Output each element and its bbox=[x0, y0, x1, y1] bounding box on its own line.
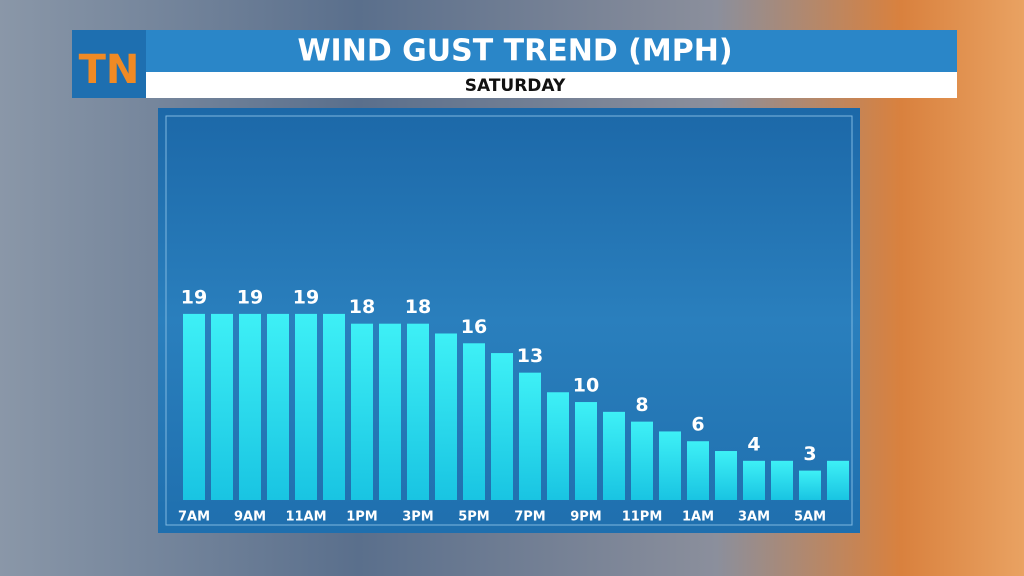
bar bbox=[379, 323, 401, 500]
bar bbox=[519, 372, 541, 500]
bar bbox=[239, 313, 261, 500]
value-label: 18 bbox=[349, 296, 375, 318]
subheader-bar bbox=[146, 72, 957, 98]
value-label: 4 bbox=[747, 433, 760, 455]
bar bbox=[491, 353, 513, 500]
plot-border bbox=[165, 115, 853, 526]
logo-box bbox=[72, 30, 146, 98]
x-tick-label: 3PM bbox=[402, 510, 434, 525]
bar bbox=[463, 343, 485, 500]
value-label: 19 bbox=[293, 286, 319, 308]
bar bbox=[407, 323, 429, 500]
bar bbox=[323, 313, 345, 500]
x-tick-label: 11PM bbox=[622, 510, 663, 525]
bar bbox=[715, 451, 737, 500]
chart-subtitle: SATURDAY bbox=[465, 76, 566, 96]
bar bbox=[631, 421, 653, 500]
x-tick-label: 5AM bbox=[794, 510, 826, 525]
x-tick-label: 9PM bbox=[570, 510, 602, 525]
x-tick-label: 1PM bbox=[346, 510, 378, 525]
value-label: 19 bbox=[181, 286, 207, 308]
value-label: 13 bbox=[517, 345, 543, 367]
bar bbox=[211, 313, 233, 500]
bar bbox=[771, 460, 793, 500]
value-label: 6 bbox=[691, 414, 704, 436]
bar bbox=[295, 313, 317, 500]
value-label: 18 bbox=[405, 296, 431, 318]
bar bbox=[267, 313, 289, 500]
x-tick-label: 11AM bbox=[285, 510, 326, 525]
bar bbox=[743, 460, 765, 500]
bar bbox=[351, 323, 373, 500]
value-label: 8 bbox=[635, 394, 648, 416]
value-label: 10 bbox=[573, 375, 599, 397]
bar bbox=[183, 313, 205, 500]
bar bbox=[827, 460, 849, 500]
x-tick-label: 3AM bbox=[738, 510, 770, 525]
bar bbox=[435, 333, 457, 500]
bar bbox=[603, 411, 625, 500]
bar bbox=[575, 402, 597, 500]
x-tick-label: 7PM bbox=[514, 510, 546, 525]
bar bbox=[547, 392, 569, 500]
value-label: 16 bbox=[461, 316, 487, 338]
x-tick-label: 7AM bbox=[178, 510, 210, 525]
x-tick-label: 1AM bbox=[682, 510, 714, 525]
logo: TN bbox=[79, 47, 140, 93]
x-tick-label: 9AM bbox=[234, 510, 266, 525]
value-label: 19 bbox=[237, 286, 263, 308]
x-tick-label: 5PM bbox=[458, 510, 490, 525]
bar bbox=[687, 441, 709, 500]
bar bbox=[659, 431, 681, 500]
value-label: 3 bbox=[803, 443, 816, 465]
bar bbox=[799, 470, 821, 500]
chart-title: WIND GUST TREND (MPH) bbox=[297, 34, 732, 69]
header-bar bbox=[72, 30, 957, 72]
